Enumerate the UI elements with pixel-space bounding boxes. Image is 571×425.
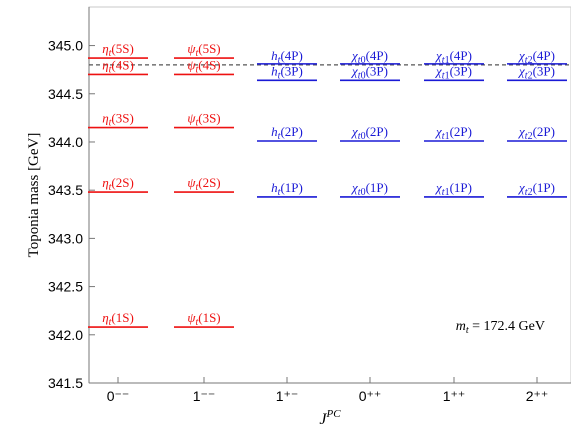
level-label: ηt(1S) — [102, 310, 134, 328]
x-tick-label: 0⁺⁺ — [359, 388, 382, 404]
level-label: ht(4P) — [271, 48, 303, 66]
x-tick-label: 1⁺⁺ — [443, 388, 466, 404]
y-axis-ticks: 341.5 342.0 342.5 343.0 343.5 344.0 344.5 345.0 — [48, 38, 95, 391]
level-label: χt0(4P) — [350, 48, 388, 66]
x-tick-label: 2⁺⁺ — [526, 388, 549, 404]
level-label: χt1(2P) — [434, 124, 472, 142]
level-label: χt0(2P) — [350, 124, 388, 142]
level-label: χt2(4P) — [517, 48, 555, 66]
level-label: χt2(2P) — [517, 124, 555, 142]
y-tick-label: 344.5 — [48, 86, 83, 102]
y-tick-label: 342.0 — [48, 327, 83, 343]
level-label: χt1(1P) — [434, 180, 472, 198]
x-tick-label: 1⁺⁻ — [276, 388, 299, 404]
level-label: ht(3P) — [271, 63, 303, 81]
y-tick-label: 343.0 — [48, 230, 83, 246]
level-label: χt0(1P) — [350, 180, 388, 198]
level-label: ηt(3S) — [102, 111, 134, 129]
level-label: ht(2P) — [271, 124, 303, 142]
y-tick-label: 342.5 — [48, 279, 83, 295]
x-tick-label: 1⁻⁻ — [193, 388, 216, 404]
level-label: ηt(4S) — [102, 57, 134, 75]
top-mass-annotation: mt = 172.4 GeV — [456, 319, 545, 336]
level-label: ψt(3S) — [187, 111, 220, 129]
level-label: ht(1P) — [271, 180, 303, 198]
y-tick-label: 345.0 — [48, 38, 83, 54]
level-label: χt2(3P) — [517, 63, 555, 81]
level-label: ψt(4S) — [187, 57, 220, 75]
x-axis-label: JPC — [319, 408, 341, 425]
y-axis-label: Toponia mass [GeV] — [26, 133, 42, 258]
level-label: χt1(4P) — [434, 48, 472, 66]
energy-levels: ηt(1S) ηt(2S) ηt(3S) ηt(4S)ηt(5S) ψt(1S) ψt(2… — [88, 41, 567, 328]
level-label: χt0(3P) — [350, 63, 388, 81]
level-label: ηt(5S) — [102, 41, 134, 59]
level-label: ψt(2S) — [187, 175, 220, 193]
y-tick-label: 343.5 — [48, 182, 83, 198]
level-label: ψt(5S) — [187, 41, 220, 59]
y-tick-label: 344.0 — [48, 134, 83, 150]
y-tick-label: 341.5 — [48, 375, 83, 391]
x-tick-label: 0⁻⁻ — [107, 388, 130, 404]
level-label: ηt(2S) — [102, 175, 134, 193]
level-label: ψt(1S) — [187, 310, 220, 328]
level-label: χt1(3P) — [434, 63, 472, 81]
level-label: χt2(1P) — [517, 180, 555, 198]
x-axis-ticks: 0⁻⁻ 1⁻⁻ 1⁺⁻ 0⁺⁺ 1⁺⁺ 2⁺⁺ — [107, 377, 549, 404]
